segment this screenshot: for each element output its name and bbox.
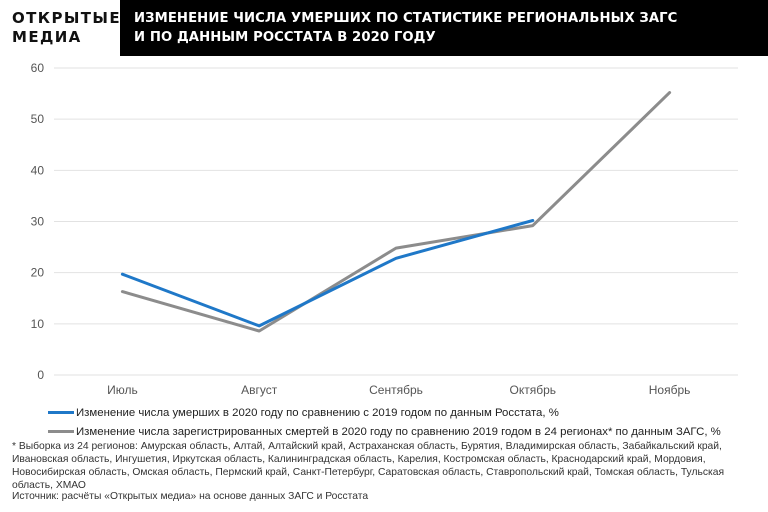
y-tick-label: 40 [31, 163, 45, 177]
line-chart: 0 10 20 30 40 50 60 Июль Август Сентябрь Октябрь Но… [31, 61, 738, 397]
legend-item: Изменение числа зарегистрированных смерт… [48, 422, 721, 441]
chart-title-line-1: ИЗМЕНЕНИЕ ЧИСЛА УМЕРШИХ ПО СТАТИСТИКЕ РЕ… [134, 11, 678, 26]
chart-title: ИЗМЕНЕНИЕ ЧИСЛА УМЕРШИХ ПО СТАТИСТИКЕ РЕ… [120, 0, 768, 56]
legend-swatch [48, 430, 74, 433]
series-line-2 [120, 91, 672, 333]
x-tick-label: Август [241, 383, 278, 397]
y-tick-label: 30 [31, 215, 45, 229]
y-tick-label: 60 [31, 61, 45, 75]
legend-item: Изменение числа умерших в 2020 году по с… [48, 403, 721, 422]
logo: ОТКРЫТЫЕ МЕДИА [12, 9, 121, 47]
series-line-1 [120, 219, 535, 328]
x-tick-label: Ноябрь [649, 383, 691, 397]
logo-line-2: МЕДИА [12, 28, 82, 46]
y-tick-label: 0 [37, 368, 44, 382]
y-tick-label: 20 [31, 266, 45, 280]
legend-label: Изменение числа умерших в 2020 году по с… [76, 406, 559, 419]
x-tick-label: Сентябрь [369, 383, 423, 397]
y-tick-label: 50 [31, 112, 45, 126]
legend-label: Изменение числа зарегистрированных смерт… [76, 425, 721, 438]
x-tick-label: Октябрь [510, 383, 557, 397]
chart-title-line-2: И ПО ДАННЫМ РОССТАТА В 2020 ГОДУ [134, 30, 436, 45]
logo-line-1: ОТКРЫТЫЕ [12, 9, 122, 27]
source-note: Источник: расчёты «Открытых медиа» на ос… [12, 491, 369, 502]
y-tick-label: 10 [31, 317, 45, 331]
legend-swatch [48, 411, 74, 414]
footnote: * Выборка из 24 регионов: Амурская облас… [12, 441, 725, 491]
x-tick-label: Июль [107, 383, 138, 397]
chart-legend: Изменение числа умерших в 2020 году по с… [48, 403, 721, 441]
